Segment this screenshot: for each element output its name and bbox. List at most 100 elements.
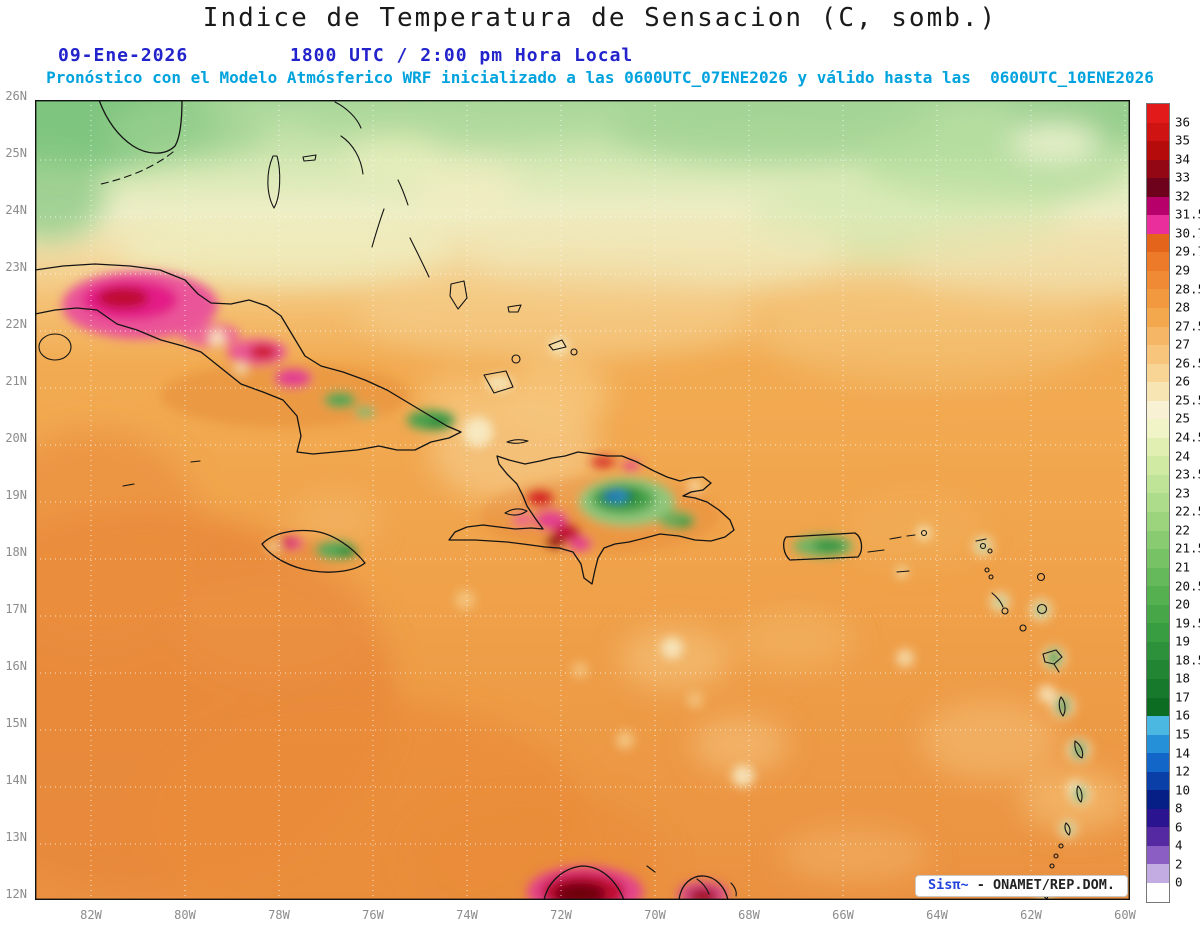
field-layer [35, 100, 1130, 900]
colorbar-swatch-35 [1147, 753, 1169, 772]
colorbar-label-6: 6 [1175, 819, 1183, 835]
colorbar-swatch-17 [1147, 419, 1169, 438]
lon-tick-82W: 82W [80, 908, 102, 922]
colorbar-label-24.5: 24.5 [1175, 429, 1200, 445]
colorbar-label-15: 15 [1175, 726, 1191, 742]
lat-tick-23N: 23N [5, 260, 27, 274]
colorbar-swatch-38 [1147, 808, 1169, 828]
colorbar-swatch-9 [1147, 270, 1169, 290]
colorbar-swatch-24 [1147, 549, 1169, 568]
colorbar-label-29: 29 [1175, 262, 1191, 278]
lat-tick-16N: 16N [5, 659, 27, 673]
colorbar-swatch-39 [1147, 827, 1169, 846]
watermark-badge: Sisπ~ - ONAMET/REP.DOM. [915, 875, 1128, 897]
page-title: Indice de Temperatura de Sensacion (C, s… [202, 3, 998, 33]
colorbar-swatch-27 [1147, 604, 1169, 624]
gonave-island [504, 508, 528, 516]
lon-tick-64W: 64W [926, 908, 948, 922]
colorbar-swatch-20 [1147, 474, 1169, 494]
lat-axis: 26N 25N 24N 23N 22N 21N 20N 19N 18N 17N 16N 15N 14N 1… [0, 0, 31, 927]
colorbar-label-29.7: 29.7 [1175, 243, 1200, 259]
colorbar-swatch-36 [1147, 771, 1169, 791]
lat-tick-17N: 17N [5, 602, 27, 616]
map-svg [35, 100, 1130, 900]
lat-tick-12N: 12N [5, 887, 27, 901]
colorbar-label-21: 21 [1175, 559, 1191, 575]
lon-tick-76W: 76W [362, 908, 384, 922]
lat-tick-25N: 25N [5, 146, 27, 160]
colorbar-label-27.5: 27.5 [1175, 318, 1200, 334]
colorbar-swatch-26 [1147, 586, 1169, 605]
colorbar-swatch-23 [1147, 530, 1169, 550]
lat-tick-18N: 18N [5, 545, 27, 559]
florida-coastline [98, 100, 183, 154]
lon-tick-60W: 60W [1114, 908, 1136, 922]
colorbar-label-12: 12 [1175, 763, 1191, 779]
colorbar-swatch-11 [1147, 308, 1169, 327]
colorbar-label-20: 20 [1175, 596, 1191, 612]
jamaica-coastline [261, 529, 366, 573]
lat-tick-24N: 24N [5, 203, 27, 217]
colorbar-swatch-18 [1147, 437, 1169, 457]
isla-juventud-coastline [38, 333, 72, 361]
lon-tick-66W: 66W [832, 908, 854, 922]
colorbar-label-25: 25 [1175, 410, 1191, 426]
colorbar-swatch-14 [1147, 363, 1169, 383]
colorbar-label-33: 33 [1175, 169, 1191, 185]
colorbar-label-18: 18 [1175, 670, 1191, 686]
map-frame [35, 100, 1130, 900]
colorbar-label-26: 26 [1175, 373, 1191, 389]
forecast-date: 09-Ene-2026 [58, 45, 189, 66]
lat-tick-22N: 22N [5, 317, 27, 331]
colorbar-swatch-34 [1147, 734, 1169, 754]
colorbar-label-14: 14 [1175, 745, 1191, 761]
coastlines-layer [35, 100, 1084, 900]
model-init-note: Pronóstico con el Modelo Atmósferico WRF… [46, 68, 1154, 87]
colorbar-swatch-6 [1147, 215, 1169, 234]
colorbar-label-28: 28 [1175, 299, 1191, 315]
colorbar-swatch-7 [1147, 233, 1169, 253]
colorbar-swatch-2 [1147, 141, 1169, 160]
colorbar-label-28.5: 28.5 [1175, 281, 1200, 297]
colorbar-swatch-13 [1147, 345, 1169, 364]
lon-tick-62W: 62W [1020, 908, 1042, 922]
colorbar-label-27: 27 [1175, 336, 1191, 352]
colorbar-swatch-15 [1147, 382, 1169, 401]
colorbar-label-21.5: 21.5 [1175, 540, 1200, 556]
colorbar-swatch-16 [1147, 400, 1169, 420]
florida-keys [100, 151, 174, 185]
lon-tick-74W: 74W [456, 908, 478, 922]
colorbar-swatch-42 [1147, 882, 1169, 902]
colorbar-swatch-28 [1147, 623, 1169, 642]
colorbar-swatch-37 [1147, 790, 1169, 809]
gridlines-layer [35, 100, 1130, 900]
lat-tick-19N: 19N [5, 488, 27, 502]
colorbar-label-23: 23 [1175, 485, 1191, 501]
lat-tick-15N: 15N [5, 716, 27, 730]
south-america-coastlines [543, 865, 737, 900]
lat-tick-26N: 26N [5, 89, 27, 103]
colorbar-label-0: 0 [1175, 874, 1183, 890]
lon-tick-80W: 80W [174, 908, 196, 922]
colorbar-labels: 363534333231.530.729.72928.52827.52726.5… [1175, 103, 1200, 909]
colorbar-swatch-22 [1147, 512, 1169, 531]
colorbar-label-19.5: 19.5 [1175, 615, 1200, 631]
lon-tick-78W: 78W [268, 908, 290, 922]
colorbar-label-36: 36 [1175, 114, 1191, 130]
colorbar-label-25.5: 25.5 [1175, 392, 1200, 408]
hispaniola-coastline [448, 451, 735, 585]
colorbar-swatch-4 [1147, 178, 1169, 197]
colorbar-swatch-8 [1147, 252, 1169, 271]
map-canvas [35, 100, 1130, 900]
colorbar-swatch-21 [1147, 493, 1169, 513]
colorbar-swatch-10 [1147, 289, 1169, 309]
colorbar-label-4: 4 [1175, 837, 1183, 853]
puerto-rico-coastline [783, 532, 863, 561]
vieques-island [867, 549, 885, 553]
lat-tick-20N: 20N [5, 431, 27, 445]
colorbar-swatch-31 [1147, 678, 1169, 698]
colorbar-label-2: 2 [1175, 856, 1183, 872]
colorbar-swatch-0 [1147, 104, 1169, 123]
colorbar-swatch-12 [1147, 326, 1169, 346]
